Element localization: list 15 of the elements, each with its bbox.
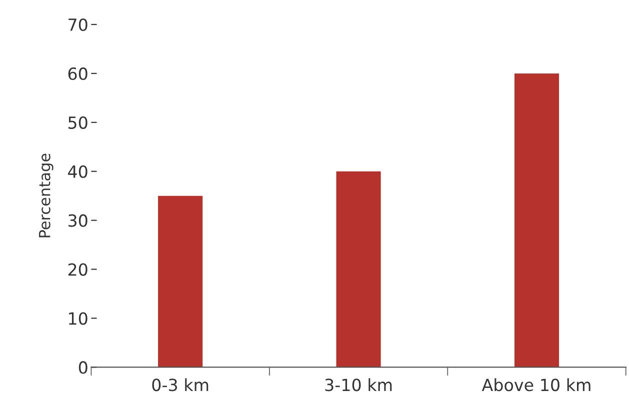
- bar: [336, 171, 381, 368]
- y-tick-label: 40: [68, 165, 88, 178]
- y-tick-label: 20: [68, 263, 88, 276]
- y-tick-label: 70: [68, 18, 88, 32]
- y-tick-label: 50: [68, 116, 88, 129]
- bar: [514, 73, 560, 368]
- y-tick-label: 30: [68, 214, 88, 227]
- bar: [158, 196, 203, 368]
- y-tick-label: 10: [69, 312, 88, 325]
- y-tick-label: 60: [68, 67, 88, 80]
- y-axis-title: Percentage: [39, 154, 54, 238]
- x-tick-label: Above 10 km: [482, 378, 590, 392]
- x-tick-label: 0-3 km: [152, 378, 208, 392]
- x-tick-label: 3-10 km: [325, 378, 392, 392]
- y-tick-label: 0: [78, 361, 88, 374]
